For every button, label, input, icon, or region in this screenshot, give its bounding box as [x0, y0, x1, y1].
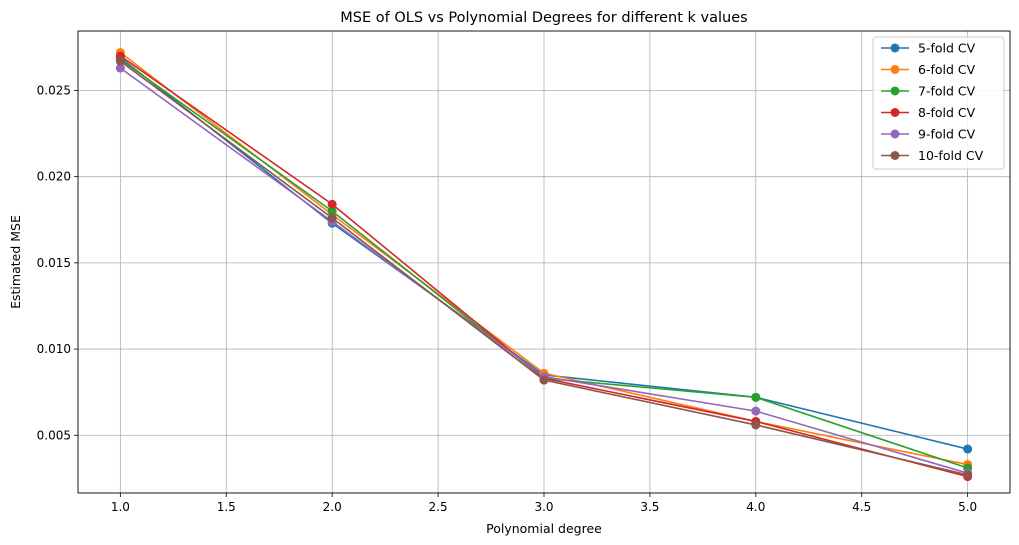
- data-point: [751, 392, 761, 402]
- x-tick-label: 1.0: [111, 500, 130, 514]
- legend-entry: 8-fold CV: [881, 105, 976, 120]
- legend-entry: 9-fold CV: [881, 127, 976, 142]
- x-tick-label: 2.0: [323, 500, 342, 514]
- data-point: [115, 56, 125, 66]
- y-tick-label: 0.020: [37, 170, 71, 184]
- y-tick-label: 0.005: [37, 428, 71, 442]
- x-tick-label: 1.5: [217, 500, 236, 514]
- legend-marker: [890, 151, 900, 160]
- data-point: [539, 375, 549, 385]
- data-point: [963, 444, 973, 454]
- x-tick-label: 3.5: [640, 500, 659, 514]
- legend-label: 8-fold CV: [918, 105, 976, 120]
- legend-entry: 10-fold CV: [881, 148, 984, 163]
- legend-entry: 6-fold CV: [881, 62, 976, 77]
- legend-marker: [890, 43, 900, 53]
- y-axis-label: Estimated MSE: [8, 215, 23, 309]
- x-axis-label: Polynomial degree: [486, 521, 602, 536]
- y-tick-label: 0.015: [37, 256, 71, 270]
- legend: 5-fold CV 6-fold CV 7-fold CV 8-fold CV 9-fo…: [872, 36, 1005, 170]
- legend-label: 9-fold CV: [918, 127, 976, 142]
- x-tick-label: 3.0: [534, 500, 553, 514]
- data-point: [751, 406, 761, 416]
- legend-label: 6-fold CV: [918, 62, 976, 77]
- series-layer: [115, 48, 973, 482]
- legend-marker: [890, 86, 900, 96]
- legend-entry: 7-fold CV: [881, 84, 976, 99]
- y-tick-label: 0.025: [37, 83, 71, 97]
- data-point: [327, 213, 337, 223]
- x-tick-label: 2.5: [429, 500, 448, 514]
- x-tick-label: 4.5: [852, 500, 871, 514]
- legend-marker: [890, 65, 900, 74]
- chart-title: MSE of OLS vs Polynomial Degrees for dif…: [340, 10, 747, 26]
- legend-entry: 5-fold CV: [881, 41, 976, 56]
- data-point: [963, 470, 973, 480]
- legend-label: 7-fold CV: [918, 84, 976, 99]
- data-point: [327, 206, 337, 216]
- x-tick-label: 5.0: [958, 500, 977, 514]
- legend-label: 5-fold CV: [918, 41, 976, 56]
- data-point: [327, 199, 337, 209]
- legend-marker: [890, 108, 900, 117]
- legend-label: 10-fold CV: [918, 148, 984, 163]
- y-tick-label: 0.010: [37, 342, 71, 356]
- x-tick-label: 4.0: [746, 500, 765, 514]
- data-point: [751, 420, 761, 430]
- ticks: 1.0 1.5 2.0 2.5 3.0 3.5 4.0 4.5 5.0 0.005 0.010 0.0…: [37, 83, 978, 514]
- data-point: [115, 63, 125, 73]
- legend-marker: [890, 129, 900, 139]
